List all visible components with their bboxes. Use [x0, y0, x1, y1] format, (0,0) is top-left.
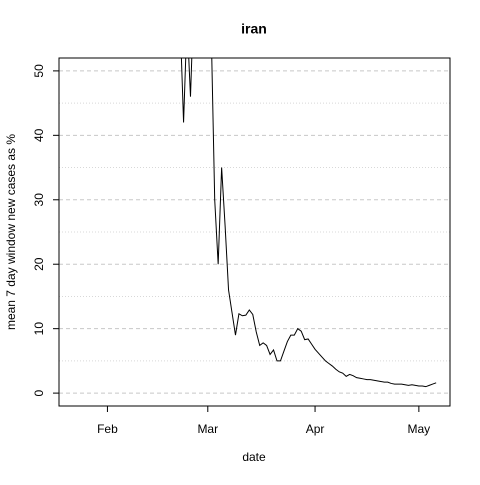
- y-axis-label: mean 7 day window new cases as %: [4, 134, 18, 330]
- x-tick-label: Apr: [306, 422, 325, 436]
- x-tick-label: Mar: [197, 422, 218, 436]
- y-tick-label: 0: [32, 389, 46, 396]
- y-tick-label: 50: [32, 64, 46, 78]
- y-tick-label: 10: [32, 322, 46, 336]
- data-line: [180, 58, 437, 388]
- plot-frame: [58, 57, 451, 407]
- x-axis-label: date: [242, 450, 266, 464]
- x-tick-label: Feb: [97, 422, 118, 436]
- x-tick-label: May: [408, 422, 431, 436]
- y-tick-label: 20: [32, 257, 46, 271]
- chart-title: iran: [241, 21, 267, 37]
- y-tick-label: 30: [32, 193, 46, 207]
- y-tick-label: 40: [32, 128, 46, 142]
